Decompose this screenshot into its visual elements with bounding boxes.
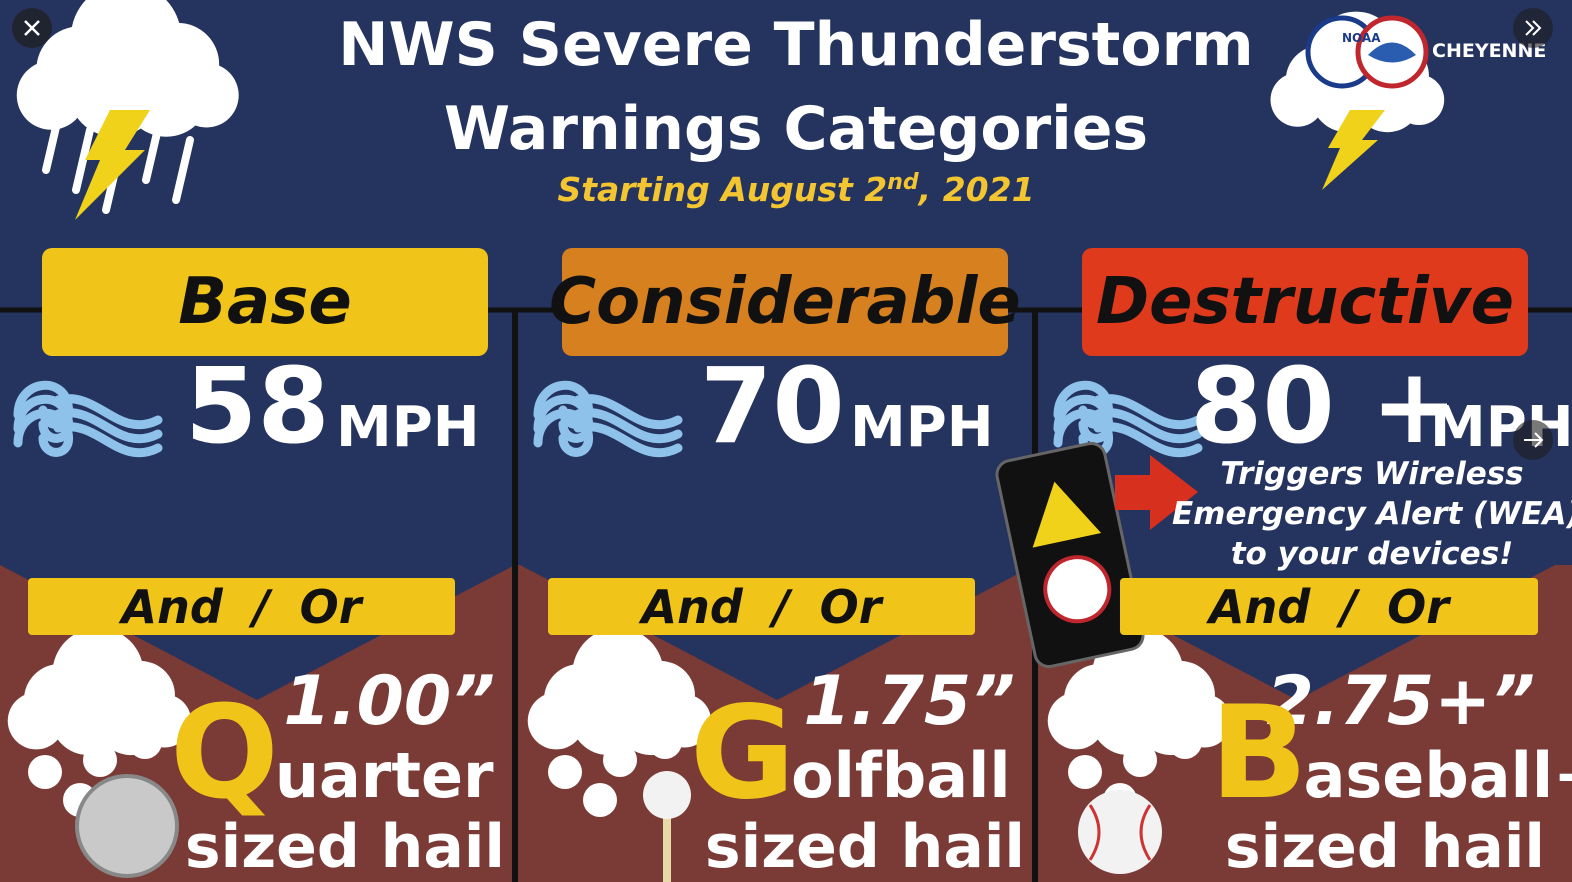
subtitle-end: , 2021 [918,170,1035,209]
category-label: Base [42,248,488,356]
hail-suffix: sized hail [1224,812,1545,882]
wind-unit: MPH [1430,395,1572,460]
category-label: Destructive [1082,248,1528,356]
wind-swirl [1053,380,1203,430]
hail-object-rest: olfball [791,739,1011,812]
wea-line: Emergency Alert (WEA) [1172,496,1572,532]
hailstone [1168,725,1202,759]
hailstone [28,755,62,789]
wea-line: to your devices! [1230,536,1514,572]
cloud-puff [16,60,86,130]
wea-line: Triggers Wireless [1220,456,1524,492]
wind-speed: 58 [185,345,330,467]
arrow [1115,455,1198,530]
cloud-puff [1047,692,1105,750]
wind-swirl [533,380,683,430]
quarter-coin [75,774,179,878]
lightning [75,110,150,220]
hail-suffix: sized hail [704,812,1025,882]
hail-suffix: sized hail [184,812,505,882]
hail-size: 1.00” [283,662,495,741]
conjunction: And / Or [548,578,975,635]
title-line: NWS Severe Thunderstorm [338,10,1254,80]
baseball [1078,790,1162,874]
office-name: CHEYENNE [1432,40,1547,62]
phone [995,441,1145,669]
nws-logo [1043,555,1112,624]
hail-initial: B [1210,679,1308,828]
wind-swirl [13,380,163,430]
hail-object-rest: uarter [274,739,494,812]
hailstone [648,725,682,759]
wind-swirl [13,394,163,444]
cloud-puff [174,63,239,128]
title-line: Warnings Categories [443,94,1149,164]
hail-initial: G [690,679,796,828]
nws-logo-map [1368,42,1416,63]
cloud-puff [527,692,585,750]
rain [72,126,94,194]
wind-swirl [13,408,163,458]
hail-initial: Q [170,679,279,828]
rain [142,116,164,184]
wind-swirl [533,394,683,444]
hailstone [83,743,117,777]
hailstone [583,783,617,817]
subtitle-sup: nd [887,170,919,195]
wind-unit: MPH [850,395,994,460]
baseball-seam [1088,804,1152,861]
phone-body [995,441,1145,669]
conjunction: And / Or [28,578,455,635]
warning-sign [1032,481,1102,548]
hailstone [548,755,582,789]
wind-speed: 80 + [1190,345,1459,467]
cloud-puff [1393,74,1445,126]
wind-speed: 70 [700,345,845,467]
hailstone [603,743,637,777]
hailstone [1068,755,1102,789]
hail-object-rest: aseball+ [1303,739,1572,812]
hailstone [1123,743,1157,777]
cloud-puff [1270,72,1325,127]
hail-size: 1.75” [803,662,1015,741]
lightning [1322,110,1385,190]
category-label: Considerable [549,248,1021,356]
rain [172,136,194,204]
conjunction: And / Or [1120,578,1538,635]
cloud-puff [7,692,65,750]
golf-ball [643,771,691,819]
wind-unit: MPH [336,395,480,460]
subtitle: Starting August 2nd, 2021 [0,170,1572,209]
hailstone [128,725,162,759]
noaa-logo-text: NOAA [1342,31,1381,45]
golf-tee [663,810,671,882]
rain [42,106,64,174]
wind-swirl [1053,394,1203,444]
wind-swirl [533,408,683,458]
subtitle-start: Starting August 2 [557,170,888,209]
hail-size: 2.75+” [1266,662,1535,741]
